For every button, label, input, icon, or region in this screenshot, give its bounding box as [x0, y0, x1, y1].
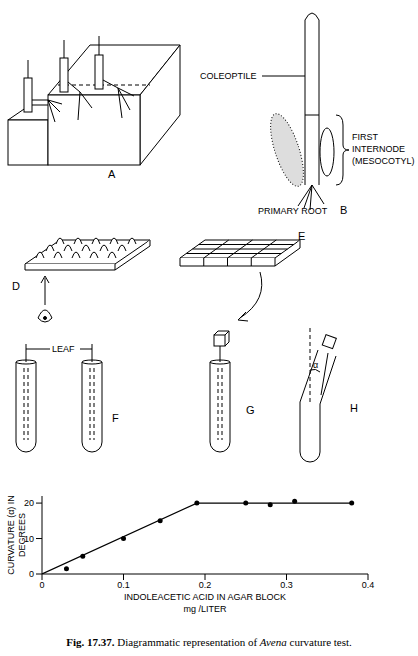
svg-text:H: H: [350, 402, 358, 414]
svg-text:0.3: 0.3: [280, 580, 293, 590]
svg-text:INDOLEACETIC ACID IN AGAR BLOC: INDOLEACETIC ACID IN AGAR BLOCK: [124, 592, 286, 602]
svg-text:D: D: [12, 280, 20, 292]
svg-text:α: α: [313, 360, 318, 370]
svg-text:FIRST: FIRST: [352, 132, 379, 142]
svg-text:E: E: [298, 230, 305, 242]
svg-text:Fig. 17.37. Diagrammatic repre: Fig. 17.37. Diagrammatic representation …: [66, 636, 352, 648]
svg-text:0: 0: [39, 580, 44, 590]
svg-text:CURVATURE (α) IN: CURVATURE (α) IN: [8, 495, 16, 575]
svg-text:COLEOPTILE: COLEOPTILE: [200, 71, 257, 81]
svg-text:G: G: [246, 404, 255, 416]
svg-text:PRIMARY ROOT: PRIMARY ROOT: [258, 206, 328, 216]
svg-text:0.4: 0.4: [362, 580, 375, 590]
svg-text:INTERNODE: INTERNODE: [352, 144, 405, 154]
svg-text:F: F: [112, 412, 119, 424]
svg-text:20: 20: [24, 498, 34, 508]
svg-text:A: A: [108, 168, 116, 180]
svg-text:LEAF: LEAF: [52, 344, 75, 354]
svg-text:DEGREES: DEGREES: [17, 513, 27, 557]
svg-text:0: 0: [29, 569, 34, 579]
svg-text:0.2: 0.2: [199, 580, 212, 590]
svg-text:B: B: [340, 204, 347, 216]
svg-text:10: 10: [24, 534, 34, 544]
svg-text:mg /LITER: mg /LITER: [183, 604, 227, 614]
svg-text:0.1: 0.1: [117, 580, 130, 590]
svg-text:(MESOCOTYL): (MESOCOTYL): [352, 156, 410, 166]
